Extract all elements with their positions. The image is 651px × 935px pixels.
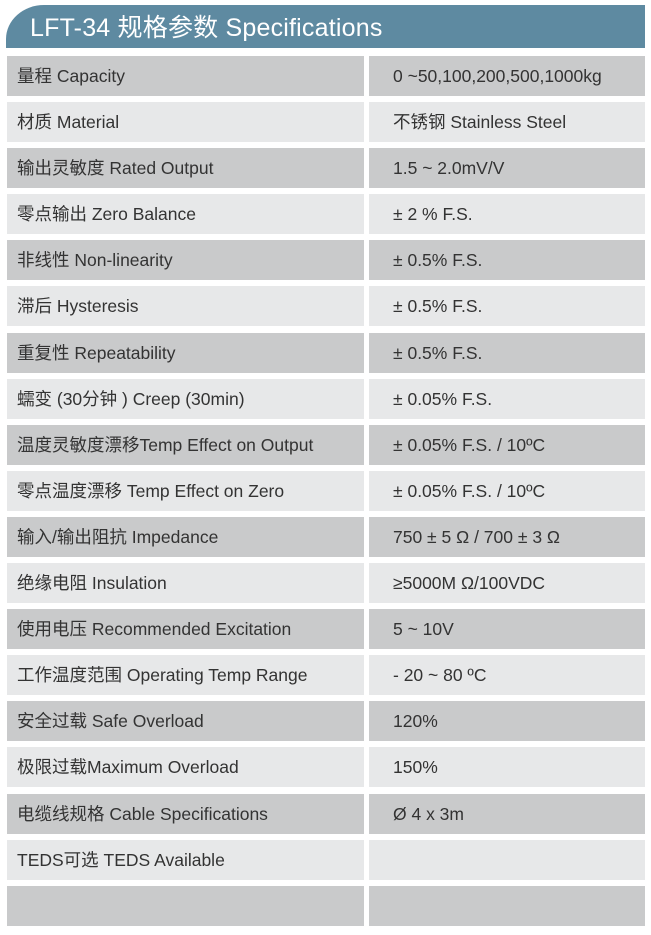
- table-row: 使用电压 Recommended Excitation 5 ~ 10V: [7, 609, 645, 650]
- table-row: 零点输出 Zero Balance ± 2 % F.S.: [7, 194, 645, 235]
- page-title: LFT-34 规格参数 Specifications: [6, 5, 645, 48]
- table-row: 重复性 Repeatability ± 0.5% F.S.: [7, 332, 645, 373]
- spec-value: 750 ± 5 Ω / 700 ± 3 Ω: [369, 516, 645, 557]
- spec-value: ± 0.05% F.S. / 10ºC: [369, 424, 645, 465]
- table-row: 工作温度范围 Operating Temp Range - 20 ~ 80 ºC: [7, 655, 645, 696]
- spec-label: TEDS可选 TEDS Available: [7, 839, 364, 880]
- spec-label: 滞后 Hysteresis: [7, 286, 364, 327]
- spec-label: 绝缘电阻 Insulation: [7, 563, 364, 604]
- spec-value: ± 0.05% F.S. / 10ºC: [369, 470, 645, 511]
- table-row: 材质 Material 不锈钢 Stainless Steel: [7, 102, 645, 143]
- table-row: 温度灵敏度漂移Temp Effect on Output ± 0.05% F.S.…: [7, 424, 645, 465]
- spec-value: ≥5000M Ω/100VDC: [369, 563, 645, 604]
- spec-value: ± 0.5% F.S.: [369, 286, 645, 327]
- spec-value: 不锈钢 Stainless Steel: [369, 102, 645, 143]
- spec-value: 150%: [369, 747, 645, 788]
- table-row: 绝缘电阻 Insulation ≥5000M Ω/100VDC: [7, 563, 645, 604]
- table-row: 量程 Capacity 0 ~50,100,200,500,1000kg: [7, 56, 645, 96]
- table-row: 输入/输出阻抗 Impedance 750 ± 5 Ω / 700 ± 3 Ω: [7, 516, 645, 557]
- table-row: 非线性 Non-linearity ± 0.5% F.S.: [7, 240, 645, 281]
- spec-label: [7, 885, 364, 926]
- table-row: 零点温度漂移 Temp Effect on Zero ± 0.05% F.S. /…: [7, 470, 645, 511]
- spec-label: 蠕变 (30分钟 ) Creep (30min): [7, 378, 364, 419]
- spec-value: ± 0.5% F.S.: [369, 240, 645, 281]
- spec-value: ± 0.5% F.S.: [369, 332, 645, 373]
- spec-label: 非线性 Non-linearity: [7, 240, 364, 281]
- spec-label: 重复性 Repeatability: [7, 332, 364, 373]
- table-row: TEDS可选 TEDS Available: [7, 839, 645, 880]
- spec-label: 输出灵敏度 Rated Output: [7, 148, 364, 189]
- spec-label: 极限过载Maximum Overload: [7, 747, 364, 788]
- spec-label: 安全过载 Safe Overload: [7, 701, 364, 742]
- spec-label: 量程 Capacity: [7, 56, 364, 96]
- spec-value: ± 0.05% F.S.: [369, 378, 645, 419]
- spec-value: 0 ~50,100,200,500,1000kg: [369, 56, 645, 96]
- spec-label: 输入/输出阻抗 Impedance: [7, 516, 364, 557]
- spec-value: Ø 4 x 3m: [369, 793, 645, 834]
- spec-label: 使用电压 Recommended Excitation: [7, 609, 364, 650]
- spec-label: 温度灵敏度漂移Temp Effect on Output: [7, 424, 364, 465]
- table-row: 电缆线规格 Cable Specifications Ø 4 x 3m: [7, 793, 645, 834]
- table-row: 滞后 Hysteresis ± 0.5% F.S.: [7, 286, 645, 327]
- table-row: 蠕变 (30分钟 ) Creep (30min) ± 0.05% F.S.: [7, 378, 645, 419]
- spec-label: 零点输出 Zero Balance: [7, 194, 364, 235]
- spec-value: 1.5 ~ 2.0mV/V: [369, 148, 645, 189]
- spec-value: 5 ~ 10V: [369, 609, 645, 650]
- table-row: 极限过载Maximum Overload 150%: [7, 747, 645, 788]
- spec-label: 电缆线规格 Cable Specifications: [7, 793, 364, 834]
- spec-table: 量程 Capacity 0 ~50,100,200,500,1000kg 材质 Ma…: [7, 56, 645, 932]
- spec-value: - 20 ~ 80 ºC: [369, 655, 645, 696]
- table-row: 输出灵敏度 Rated Output 1.5 ~ 2.0mV/V: [7, 148, 645, 189]
- table-row: 安全过载 Safe Overload 120%: [7, 701, 645, 742]
- spec-value: [369, 885, 645, 926]
- spec-value: 120%: [369, 701, 645, 742]
- spec-value: [369, 839, 645, 880]
- spec-value: ± 2 % F.S.: [369, 194, 645, 235]
- spec-label: 零点温度漂移 Temp Effect on Zero: [7, 470, 364, 511]
- table-row: [7, 885, 645, 926]
- spec-label: 材质 Material: [7, 102, 364, 143]
- spec-label: 工作温度范围 Operating Temp Range: [7, 655, 364, 696]
